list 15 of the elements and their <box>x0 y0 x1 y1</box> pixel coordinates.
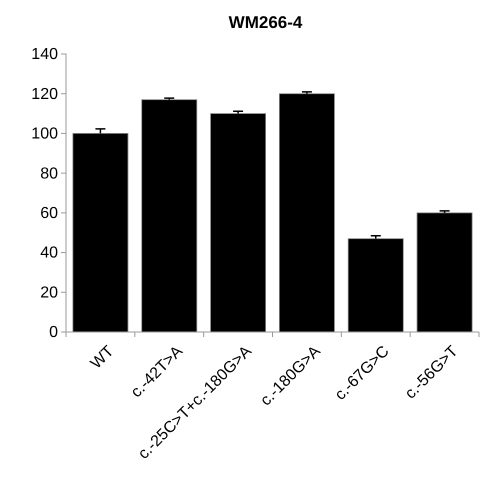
y-tick-label: 0 <box>49 324 58 342</box>
x-tick-label: WT <box>88 342 118 372</box>
y-tick-label: 100 <box>31 126 58 143</box>
chart-title: WM266-4 <box>228 13 303 32</box>
bar <box>210 113 266 332</box>
bar <box>278 93 335 332</box>
y-tick-label: 120 <box>31 86 58 103</box>
y-tick-label: 80 <box>40 165 58 182</box>
y-tick-label: 140 <box>31 46 58 64</box>
y-tick-label: 40 <box>40 244 58 262</box>
bar <box>141 99 198 332</box>
y-tick-label: 20 <box>40 284 58 302</box>
bar <box>348 238 404 332</box>
y-tick-label: 60 <box>40 204 58 222</box>
bar <box>416 212 473 332</box>
